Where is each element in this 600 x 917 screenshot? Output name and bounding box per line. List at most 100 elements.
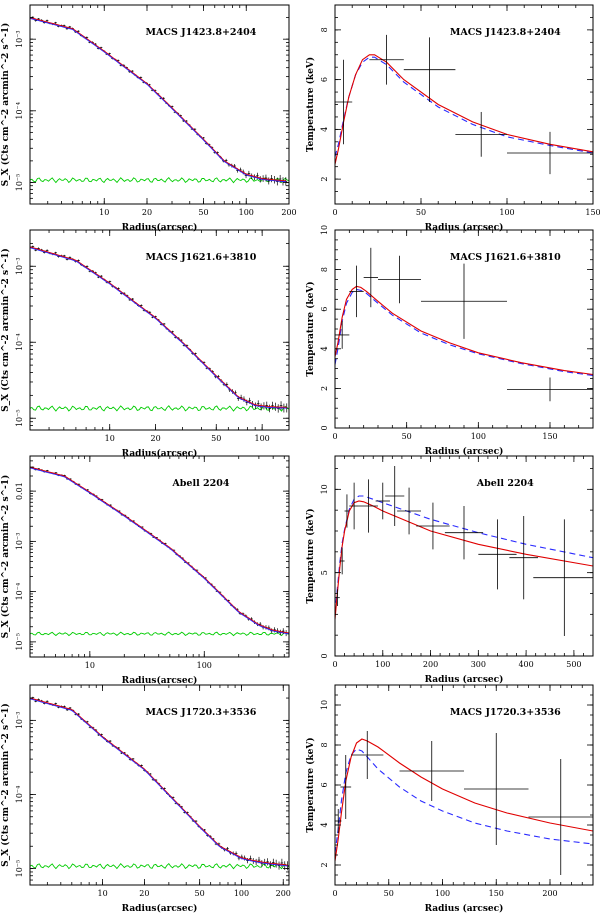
panel-1: 0 50 100 150 2 4 6 8 MACS J1423.8+2404 Radius (ar… bbox=[305, 4, 600, 233]
x-tick-label: 50 bbox=[211, 434, 221, 443]
panel-title: MACS J1423.8+2404 bbox=[450, 27, 561, 38]
x-tick-label: 10 bbox=[85, 661, 95, 670]
y-axis-label: Temperature (keV) bbox=[305, 281, 316, 376]
x-tick-label: 300 bbox=[471, 660, 486, 669]
x-tick-label: 150 bbox=[585, 208, 600, 217]
y-tick-label: 6 bbox=[320, 77, 329, 82]
y-tick-label: 10 bbox=[320, 225, 329, 235]
y-tick-label: 10⁻⁵ bbox=[15, 633, 24, 651]
model-line-blue-dashed bbox=[335, 288, 593, 377]
model-line-red bbox=[335, 54, 593, 165]
model-line-blue bbox=[30, 467, 289, 635]
plot-area bbox=[30, 16, 289, 186]
panel-title: MACS J1720.3+3536 bbox=[450, 707, 561, 718]
panel-3: 0 50 100 150 0 2 4 6 8 10 MACS J1621.6+3810 Radius … bbox=[305, 225, 594, 457]
x-tick-label: 100 bbox=[435, 889, 450, 898]
y-tick-label: 10⁻⁴ bbox=[15, 786, 24, 804]
panel-title: MACS J1720.3+3536 bbox=[146, 707, 257, 718]
axes-frame bbox=[29, 684, 290, 886]
x-tick-label: 0 bbox=[332, 432, 337, 441]
panel-title: Abell 2204 bbox=[476, 478, 534, 489]
model-line-blue bbox=[30, 247, 287, 409]
y-axis-label: Temperature (keV) bbox=[305, 508, 316, 603]
model-line-red bbox=[335, 500, 593, 620]
x-tick-label: 400 bbox=[518, 660, 533, 669]
x-tick-label: 100 bbox=[499, 208, 514, 217]
x-tick-label: 10 bbox=[105, 434, 115, 443]
x-tick-label: 50 bbox=[402, 432, 412, 441]
x-tick-label: 200 bbox=[423, 660, 438, 669]
y-tick-label: 4 bbox=[320, 127, 329, 132]
panel-0: 10 20 50 100 200 10⁻⁵ 10⁻⁴ 10⁻³ MACS J1423.8+240… bbox=[0, 4, 297, 233]
panel-title: MACS J1621.6+3810 bbox=[146, 252, 257, 263]
y-tick-label: 10⁻³ bbox=[15, 30, 24, 48]
x-tick-label: 100 bbox=[197, 661, 212, 670]
y-tick-label: 6 bbox=[320, 307, 329, 312]
x-tick-label: 50 bbox=[195, 889, 205, 898]
y-tick-label: 5 bbox=[320, 570, 329, 575]
x-tick-label: 0 bbox=[332, 660, 337, 669]
y-axis-label: S_X (Cts cm^-2 arcmin^-2 s^-1) bbox=[0, 248, 11, 412]
background-line bbox=[30, 405, 289, 412]
y-axis-label: S_X (Cts cm^-2 arcmin^-2 s^-1) bbox=[0, 703, 11, 867]
x-tick-label: 200 bbox=[276, 889, 291, 898]
panel-title: MACS J1423.8+2404 bbox=[146, 27, 257, 38]
model-line-blue-dashed bbox=[335, 56, 593, 157]
plot-area bbox=[335, 247, 593, 402]
y-tick-label: 0 bbox=[320, 653, 329, 658]
y-tick-label: 2 bbox=[320, 386, 329, 391]
axes-frame bbox=[334, 455, 594, 657]
x-tick-label: 50 bbox=[384, 889, 394, 898]
y-tick-label: 4 bbox=[320, 822, 329, 827]
model-line-blue-dashed bbox=[335, 748, 593, 854]
panel-title: Abell 2204 bbox=[171, 478, 229, 489]
model-line-blue bbox=[30, 17, 286, 183]
model-line-red bbox=[30, 246, 287, 408]
x-tick-label: 100 bbox=[234, 889, 249, 898]
x-axis-label: Radius (arcsec) bbox=[425, 903, 504, 914]
panel-5: 0 100 200 300 400 500 0 5 10 Abell 2204 Radius (ar… bbox=[305, 455, 594, 685]
axes-frame bbox=[29, 455, 290, 658]
y-tick-label: 8 bbox=[320, 742, 329, 747]
y-tick-label: 10⁻⁴ bbox=[15, 333, 24, 351]
x-axis-label: Radius(arcsec) bbox=[122, 448, 198, 459]
plot-area bbox=[30, 696, 289, 871]
y-tick-label: 10⁻⁴ bbox=[15, 102, 24, 120]
x-tick-label: 200 bbox=[542, 889, 557, 898]
x-tick-label: 10 bbox=[98, 889, 108, 898]
y-tick-label: 10 bbox=[320, 484, 329, 494]
y-tick-label: 10⁻³ bbox=[15, 712, 24, 730]
panel-6: 10 20 50 100 200 10⁻⁵ 10⁻⁴ 10⁻³ MACS J1720.3+353… bbox=[0, 684, 291, 914]
model-line-red bbox=[30, 466, 289, 634]
x-tick-label: 100 bbox=[239, 208, 254, 217]
plot-area bbox=[335, 731, 593, 875]
y-tick-label: 8 bbox=[320, 267, 329, 272]
plot-area bbox=[335, 466, 593, 636]
x-tick-label: 20 bbox=[151, 434, 161, 443]
x-tick-label: 50 bbox=[198, 208, 208, 217]
x-tick-label: 150 bbox=[489, 889, 504, 898]
x-tick-label: 100 bbox=[375, 660, 390, 669]
y-tick-label: 0.01 bbox=[15, 482, 24, 500]
background-line bbox=[30, 863, 289, 870]
panel-7: 0 50 100 150 200 2 4 6 8 10 MACS J1720.3+3536 Radiu… bbox=[305, 684, 594, 914]
model-line-red bbox=[30, 17, 286, 182]
axes-frame bbox=[29, 229, 290, 431]
x-axis-label: Radius(arcsec) bbox=[122, 675, 198, 686]
y-tick-label: 2 bbox=[320, 862, 329, 867]
model-line-red bbox=[335, 738, 593, 862]
model-line-blue bbox=[30, 698, 288, 867]
x-axis-label: Radius (arcsec) bbox=[425, 446, 504, 457]
y-tick-label: 2 bbox=[320, 177, 329, 182]
x-tick-label: 100 bbox=[471, 432, 486, 441]
y-axis-label: S_X (Cts cm^-2 arcmin^-2 s^-1) bbox=[0, 23, 11, 187]
model-line-red bbox=[30, 697, 288, 866]
y-tick-label: 10⁻³ bbox=[15, 533, 24, 551]
background-line bbox=[30, 631, 289, 637]
x-tick-label: 200 bbox=[281, 208, 296, 217]
x-tick-label: 50 bbox=[416, 208, 426, 217]
y-tick-label: 10⁻⁵ bbox=[15, 409, 24, 427]
panel-title: MACS J1621.6+3810 bbox=[450, 252, 561, 263]
axes-frame bbox=[29, 4, 290, 205]
plot-area bbox=[335, 34, 593, 175]
